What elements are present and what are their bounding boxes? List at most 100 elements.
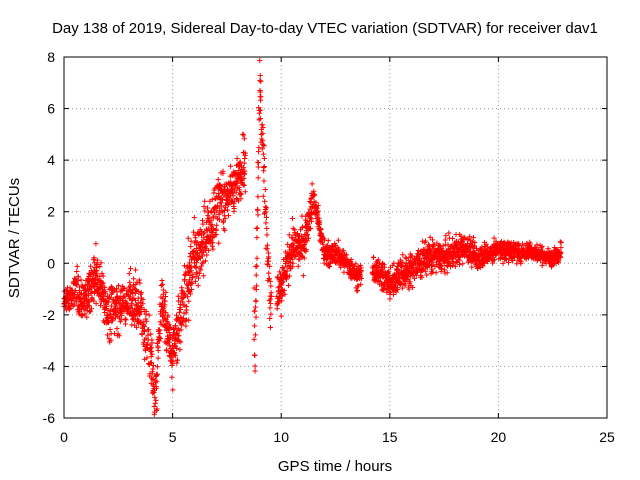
data-point: [144, 355, 150, 361]
data-point: [215, 176, 221, 183]
data-point: [254, 226, 260, 232]
data-point: [71, 302, 77, 308]
data-point: [304, 231, 311, 237]
plot-frame: [63, 56, 608, 419]
data-point: [490, 260, 496, 266]
data-point: [80, 284, 86, 290]
data-point: [214, 222, 220, 228]
data-point: [259, 122, 265, 128]
data-point: [132, 297, 139, 303]
data-point: [286, 273, 293, 279]
data-point: [114, 326, 120, 332]
data-point: [154, 406, 160, 412]
data-point: [444, 270, 450, 276]
data-point: [201, 273, 207, 279]
data-point: [174, 360, 180, 366]
data-point: [370, 254, 377, 261]
data-point: [252, 363, 258, 369]
data-point: [263, 209, 269, 215]
y-tick-label: 0: [47, 255, 55, 271]
data-point: [539, 243, 545, 249]
data-point: [188, 238, 194, 244]
data-point: [424, 265, 430, 271]
data-point: [263, 205, 270, 211]
data-point: [216, 240, 222, 246]
data-point: [163, 289, 169, 296]
data-point: [226, 202, 232, 208]
data-point: [289, 215, 296, 222]
data-point: [237, 190, 244, 197]
data-point: [252, 308, 258, 314]
data-point: [393, 287, 399, 293]
data-point: [160, 312, 166, 319]
data-point: [280, 279, 286, 285]
data-point: [304, 218, 310, 224]
data-point: [461, 234, 467, 240]
data-point: [149, 369, 155, 375]
data-point: [253, 298, 259, 304]
data-point: [257, 107, 264, 113]
data-point: [93, 241, 99, 247]
data-point: [127, 265, 134, 272]
x-tick-label: 10: [273, 429, 289, 445]
data-point: [148, 349, 155, 355]
data-point: [202, 198, 208, 204]
data-point: [259, 146, 265, 152]
data-point: [290, 260, 296, 266]
data-point: [98, 260, 104, 266]
data-point: [260, 151, 267, 157]
data-point: [261, 164, 267, 171]
data-point: [258, 94, 264, 100]
data-point: [260, 130, 266, 137]
data-point: [268, 283, 274, 289]
data-point: [220, 170, 226, 177]
data-point: [74, 263, 80, 269]
data-point: [150, 362, 157, 369]
data-point: [505, 259, 512, 266]
data-point: [143, 316, 149, 322]
data-point: [166, 327, 172, 333]
data-point: [381, 264, 388, 270]
data-point: [138, 290, 145, 296]
data-point: [132, 267, 139, 273]
data-point: [74, 282, 80, 288]
data-point: [178, 327, 184, 333]
data-point: [116, 300, 122, 306]
data-point: [172, 353, 179, 359]
data-point: [122, 294, 128, 300]
data-point: [236, 187, 243, 193]
y-tick-label: -4: [43, 358, 56, 374]
data-point: [188, 243, 194, 250]
data-point: [252, 332, 259, 338]
data-point: [462, 235, 468, 241]
data-point: [159, 281, 166, 287]
data-point: [326, 250, 332, 256]
data-point: [209, 197, 215, 203]
data-point: [166, 321, 172, 327]
data-point: [108, 284, 115, 290]
x-tick-label: 0: [60, 429, 68, 445]
data-point: [195, 282, 201, 289]
data-point: [558, 239, 564, 246]
data-point: [241, 170, 247, 177]
data-point: [162, 298, 168, 304]
data-point: [129, 301, 135, 307]
data-point: [260, 193, 266, 199]
data-point: [218, 203, 224, 209]
data-point: [200, 239, 206, 245]
y-tick-label: 6: [47, 101, 55, 117]
data-point: [445, 259, 452, 266]
data-point: [430, 260, 436, 266]
data-point: [387, 296, 393, 302]
data-point: [518, 259, 524, 265]
data-point: [156, 326, 162, 333]
data-point: [278, 313, 284, 319]
data-point: [202, 240, 208, 246]
data-point: [225, 213, 232, 219]
data-point: [422, 238, 429, 244]
data-point: [122, 316, 128, 322]
data-point: [100, 280, 106, 286]
data-point: [168, 348, 175, 355]
data-point: [386, 268, 392, 274]
data-point: [99, 270, 105, 277]
